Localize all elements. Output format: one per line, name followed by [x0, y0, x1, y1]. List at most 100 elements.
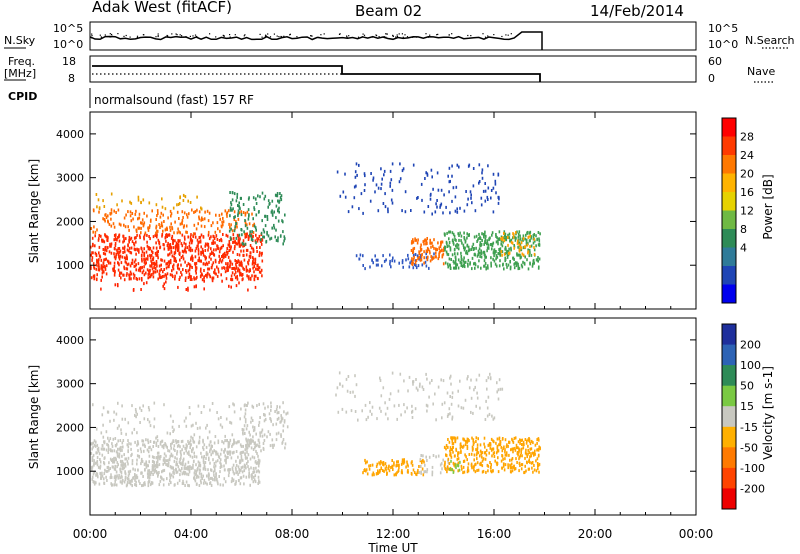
range-time-cell: [147, 484, 150, 488]
range-time-cell: [189, 412, 191, 416]
range-time-cell: [453, 266, 455, 270]
colorbar-swatch: [722, 324, 736, 346]
range-time-cell: [476, 451, 478, 455]
range-time-cell: [204, 242, 207, 246]
range-time-cell: [449, 374, 452, 378]
range-time-cell: [449, 376, 451, 380]
range-time-cell: [353, 185, 356, 189]
range-time-cell: [224, 270, 227, 274]
range-time-cell: [237, 235, 240, 239]
range-time-cell: [423, 470, 425, 474]
range-time-cell: [156, 460, 159, 464]
range-time-cell: [108, 261, 110, 265]
range-time-cell: [153, 440, 155, 444]
range-time-cell: [450, 448, 452, 452]
range-time-cell: [460, 234, 463, 238]
colorbar-swatch: [722, 467, 736, 489]
noise-dot: [265, 35, 267, 37]
range-time-cell: [458, 165, 460, 169]
range-time-cell: [527, 248, 529, 252]
range-time-cell: [178, 230, 180, 234]
range-time-cell: [386, 471, 388, 475]
range-time-cell: [453, 436, 455, 440]
range-time-cell: [283, 410, 285, 414]
range-time-cell: [429, 238, 431, 242]
range-time-cell: [372, 471, 375, 475]
range-time-cell: [488, 443, 491, 447]
range-time-cell: [435, 247, 437, 251]
range-time-cell: [239, 482, 242, 486]
range-time-cell: [96, 459, 99, 463]
range-time-cell: [212, 451, 214, 455]
range-time-cell: [253, 224, 256, 228]
range-time-cell: [274, 410, 276, 413]
range-time-cell: [221, 212, 223, 216]
noise-dot: [223, 35, 225, 38]
range-time-cell: [237, 465, 240, 469]
noise-dot: [289, 33, 291, 35]
range-time-cell: [458, 238, 460, 242]
range-time-cell: [355, 184, 357, 188]
range-time-cell: [366, 460, 368, 464]
range-time-cell: [358, 207, 360, 211]
range-time-cell: [513, 262, 515, 266]
range-time-cell: [484, 418, 487, 421]
range-time-cell: [424, 463, 426, 467]
range-time-cell: [278, 199, 281, 203]
range-time-cell: [232, 233, 235, 237]
colorbar-tick-label: 12: [740, 205, 754, 218]
range-time-cell: [404, 210, 407, 214]
range-time-cell: [100, 473, 102, 477]
range-time-cell: [417, 264, 420, 268]
range-time-cell: [261, 259, 264, 263]
range-time-cell: [211, 444, 213, 448]
range-time-cell: [176, 210, 179, 214]
range-time-cell: [180, 440, 183, 444]
range-time-cell: [450, 436, 452, 440]
range-time-cell: [220, 273, 222, 277]
range-time-cell: [168, 247, 170, 251]
range-time-cell: [121, 481, 123, 485]
range-time-cell: [514, 446, 516, 450]
range-time-cell: [219, 483, 222, 487]
range-time-cell: [398, 261, 400, 265]
range-time-cell: [195, 470, 198, 474]
range-time-cell: [198, 439, 201, 443]
range-time-cell: [223, 450, 225, 454]
range-time-cell: [236, 195, 238, 199]
range-time-cell: [181, 472, 184, 476]
range-time-cell: [220, 464, 223, 468]
noise-dot: [109, 33, 111, 35]
range-time-cell: [214, 258, 217, 262]
range-time-cell: [192, 232, 195, 236]
range-time-cell: [219, 452, 222, 456]
range-time-cell: [450, 258, 452, 261]
range-time-cell: [118, 235, 120, 239]
noise-dot: [129, 36, 131, 38]
range-time-cell: [380, 409, 382, 413]
range-time-cell: [253, 456, 256, 460]
range-time-cell: [505, 445, 508, 449]
range-time-cell: [171, 238, 174, 242]
range-time-cell: [158, 223, 160, 226]
range-time-cell: [441, 402, 444, 406]
range-time-cell: [102, 217, 104, 221]
range-time-cell: [443, 246, 445, 250]
range-time-cell: [203, 279, 205, 283]
range-time-cell: [91, 477, 94, 481]
colorbar-tick-label: 15: [740, 400, 754, 413]
range-time-cell: [475, 234, 478, 238]
range-time-cell: [523, 261, 526, 265]
range-time-cell: [229, 450, 232, 454]
range-time-cell: [525, 233, 527, 237]
range-time-cell: [413, 253, 415, 257]
range-time-cell: [116, 238, 118, 242]
range-time-cell: [242, 242, 245, 246]
range-time-cell: [174, 456, 176, 460]
range-time-cell: [102, 406, 105, 410]
range-time-cell: [448, 166, 451, 170]
range-time-cell: [263, 235, 265, 239]
range-time-cell: [519, 256, 522, 260]
range-time-cell: [117, 439, 119, 443]
